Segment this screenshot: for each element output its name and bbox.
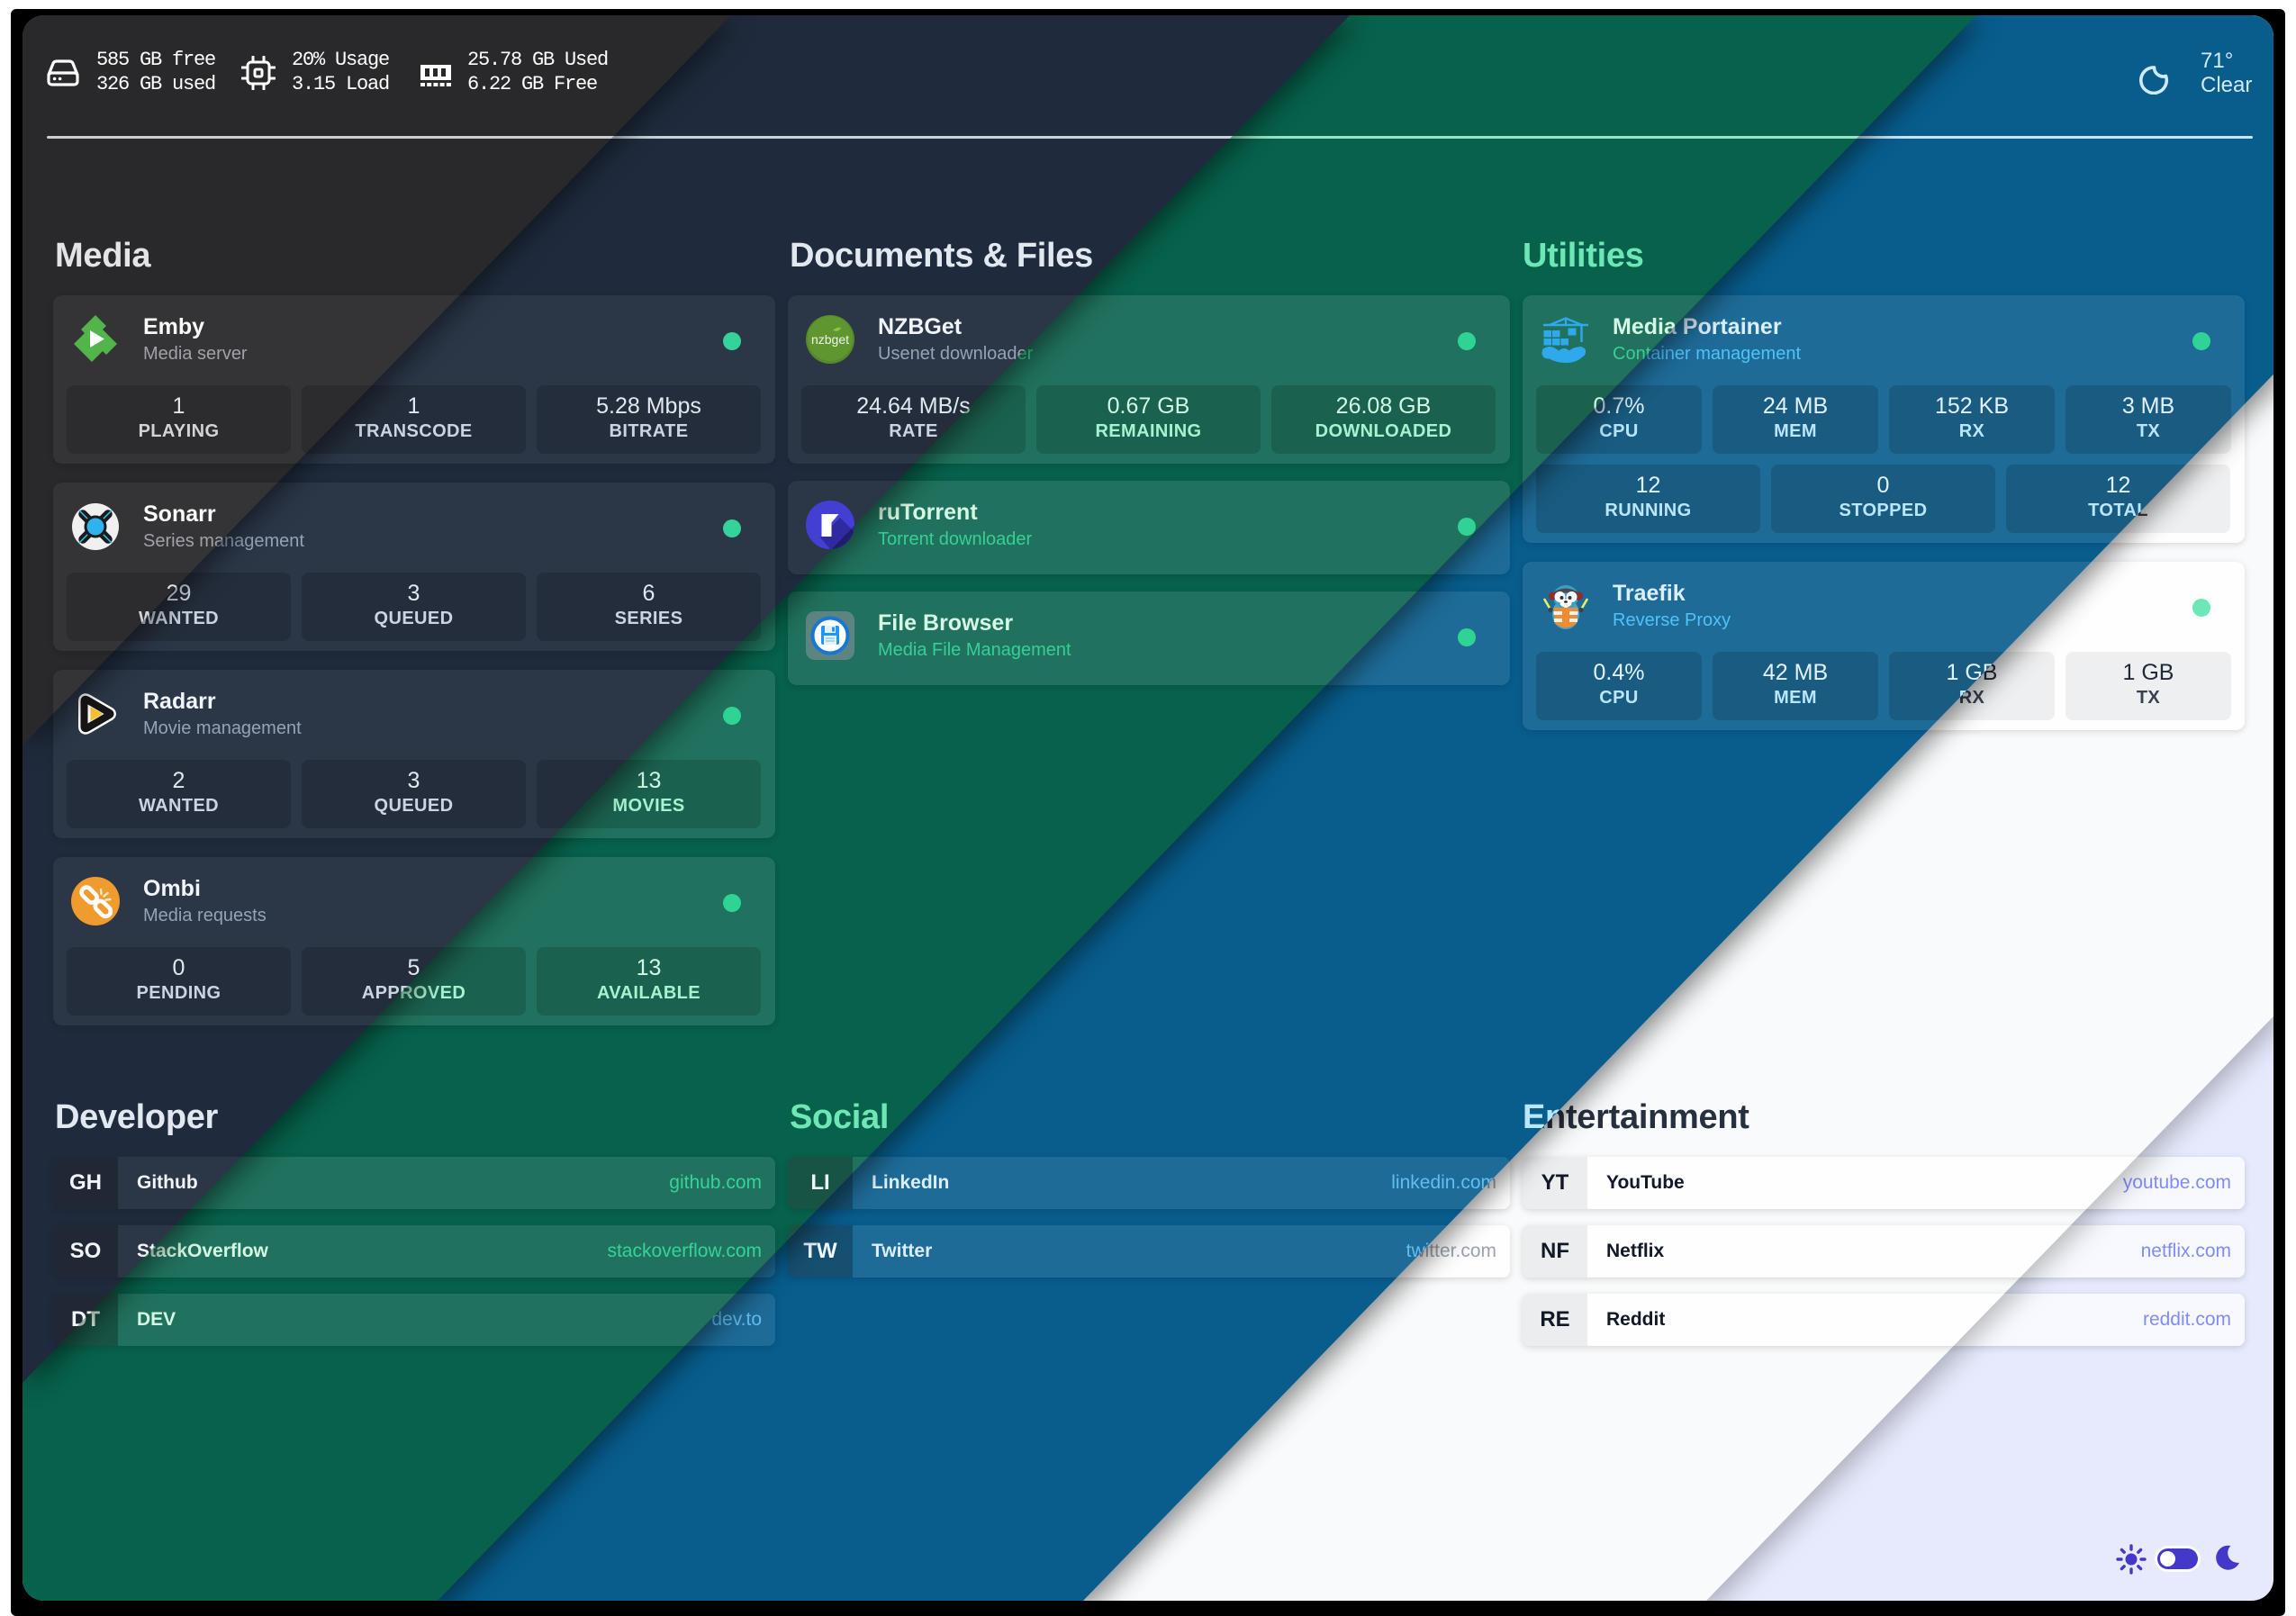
svg-text:nzbget: nzbget bbox=[811, 332, 849, 347]
svg-text:nzbget: nzbget bbox=[811, 332, 849, 347]
